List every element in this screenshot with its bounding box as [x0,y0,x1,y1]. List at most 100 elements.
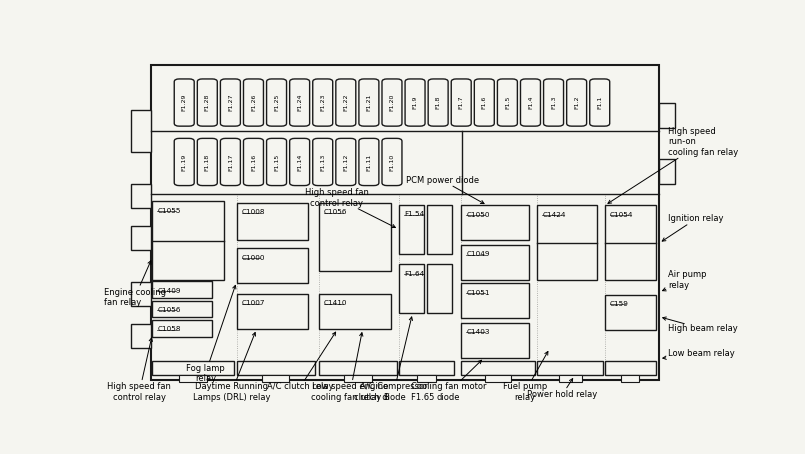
Text: F1.64: F1.64 [404,271,424,276]
FancyBboxPatch shape [130,324,151,348]
FancyBboxPatch shape [428,79,448,126]
FancyBboxPatch shape [152,281,212,298]
Text: Power hold relay: Power hold relay [527,379,597,399]
FancyBboxPatch shape [559,375,581,382]
Text: C1051: C1051 [466,290,489,296]
Text: High speed fan
control relay: High speed fan control relay [107,338,171,402]
Text: F1.24: F1.24 [297,94,302,111]
FancyBboxPatch shape [130,184,151,208]
Text: C1050: C1050 [466,212,489,218]
FancyBboxPatch shape [262,375,289,382]
Text: F1.22: F1.22 [343,94,349,111]
Text: F1.11: F1.11 [366,153,371,171]
Text: C1008: C1008 [242,209,265,215]
Text: C1058: C1058 [158,326,181,332]
Text: F1.16: F1.16 [251,153,256,171]
Text: C1049: C1049 [466,252,489,257]
Text: F1.6: F1.6 [482,96,487,109]
Text: High speed
run-on
cooling fan relay: High speed run-on cooling fan relay [608,127,739,203]
Text: F1.29: F1.29 [182,94,187,111]
FancyBboxPatch shape [417,375,436,382]
Text: F1.23: F1.23 [320,94,325,111]
FancyBboxPatch shape [398,361,454,375]
Text: C1424: C1424 [543,212,566,218]
FancyBboxPatch shape [398,205,423,254]
Text: Low speed engine
cooling fan relay B: Low speed engine cooling fan relay B [311,333,390,402]
FancyBboxPatch shape [382,79,402,126]
FancyBboxPatch shape [319,294,390,329]
Text: F1.9: F1.9 [412,96,418,109]
FancyBboxPatch shape [152,301,212,317]
FancyBboxPatch shape [174,138,194,186]
Text: PCM power diode: PCM power diode [406,176,484,203]
FancyBboxPatch shape [538,206,597,280]
Text: C1056: C1056 [324,209,348,215]
FancyBboxPatch shape [130,281,151,306]
FancyBboxPatch shape [659,104,675,128]
Text: F1.17: F1.17 [228,153,233,171]
Text: A/C Compressor
clutch diode  F1.65: A/C Compressor clutch diode F1.65 [353,317,434,402]
FancyBboxPatch shape [266,79,287,126]
FancyBboxPatch shape [521,79,540,126]
Text: F1.1: F1.1 [597,96,602,109]
Text: F1.21: F1.21 [366,94,371,111]
FancyBboxPatch shape [497,79,518,126]
FancyBboxPatch shape [461,283,529,318]
FancyBboxPatch shape [359,79,379,126]
FancyBboxPatch shape [382,138,402,186]
FancyBboxPatch shape [427,205,452,254]
FancyBboxPatch shape [461,323,529,358]
FancyBboxPatch shape [659,159,675,184]
FancyBboxPatch shape [312,79,332,126]
Text: Daytime Running
Lamps (DRL) relay: Daytime Running Lamps (DRL) relay [193,332,270,402]
Text: Cooling fan motor
diode: Cooling fan motor diode [411,360,486,402]
Text: F1.3: F1.3 [551,96,556,109]
Text: C1000: C1000 [242,255,265,261]
FancyBboxPatch shape [590,79,609,126]
FancyBboxPatch shape [237,248,308,283]
Text: F1.13: F1.13 [320,153,325,171]
FancyBboxPatch shape [485,375,511,382]
FancyBboxPatch shape [243,79,263,126]
FancyBboxPatch shape [290,138,310,186]
Text: Air pump
relay: Air pump relay [663,270,707,291]
FancyBboxPatch shape [151,65,659,380]
FancyBboxPatch shape [221,138,241,186]
Text: F1.5: F1.5 [505,96,510,109]
FancyBboxPatch shape [152,361,233,375]
FancyBboxPatch shape [319,203,390,271]
Text: F1.8: F1.8 [436,96,440,109]
Text: F1.27: F1.27 [228,94,233,111]
Text: F1.20: F1.20 [390,94,394,111]
Text: F1.10: F1.10 [390,153,394,171]
FancyBboxPatch shape [543,79,563,126]
Text: C1056: C1056 [158,307,181,313]
Text: F1.4: F1.4 [528,96,533,109]
Text: C159: C159 [609,301,629,307]
Text: F1.12: F1.12 [343,153,349,171]
FancyBboxPatch shape [179,375,207,382]
FancyBboxPatch shape [319,361,397,375]
FancyBboxPatch shape [461,245,529,280]
Text: F1.18: F1.18 [204,153,210,171]
FancyBboxPatch shape [345,375,372,382]
FancyBboxPatch shape [452,79,471,126]
FancyBboxPatch shape [312,138,332,186]
FancyBboxPatch shape [290,79,310,126]
Text: C1007: C1007 [242,300,265,306]
Text: F1.2: F1.2 [574,96,579,109]
FancyBboxPatch shape [197,138,217,186]
Text: C1055: C1055 [158,207,181,213]
FancyBboxPatch shape [130,226,151,250]
Text: C1403: C1403 [466,329,489,335]
FancyBboxPatch shape [152,201,224,280]
Text: F1.7: F1.7 [459,96,464,109]
Text: C1054: C1054 [609,212,634,218]
Text: F1.14: F1.14 [297,153,302,171]
FancyBboxPatch shape [237,294,308,329]
FancyBboxPatch shape [621,375,639,382]
FancyBboxPatch shape [398,264,423,313]
FancyBboxPatch shape [174,79,194,126]
Text: High speed fan
control relay: High speed fan control relay [304,188,395,227]
FancyBboxPatch shape [197,79,217,126]
